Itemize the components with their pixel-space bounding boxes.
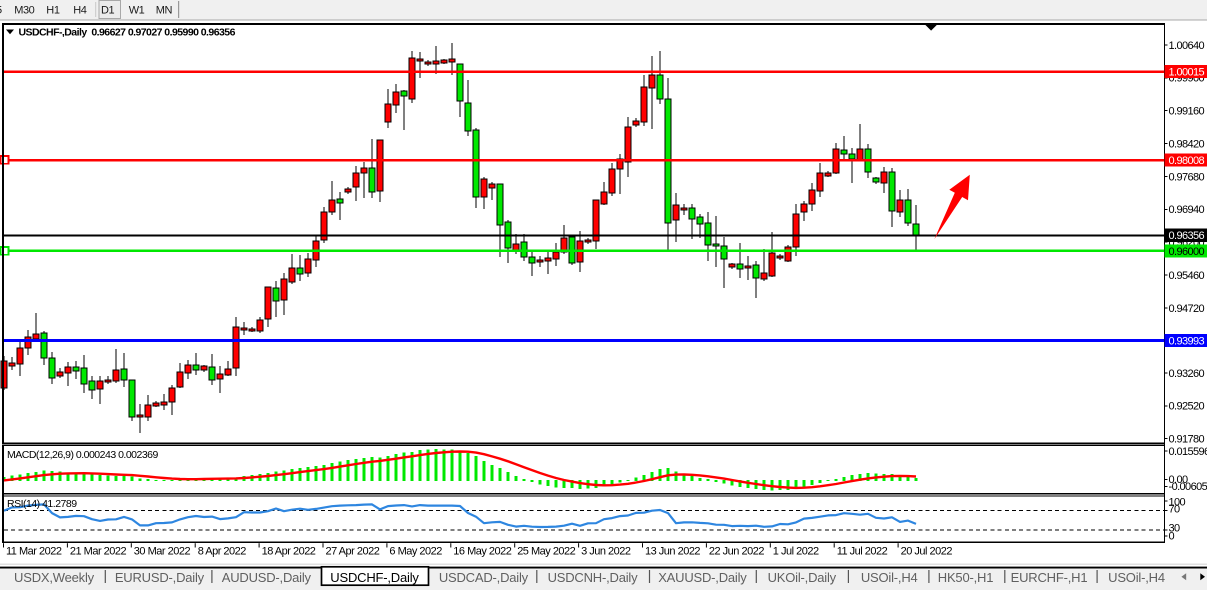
- svg-text:H1: H1: [46, 4, 60, 16]
- svg-text:0.00: 0.00: [1169, 474, 1188, 486]
- svg-text:0.96940: 0.96940: [1169, 204, 1205, 216]
- svg-text:USDCHF-,Daily: USDCHF-,Daily: [330, 570, 419, 585]
- svg-text:USDCAD-,Daily: USDCAD-,Daily: [439, 570, 529, 585]
- svg-text:0.94720: 0.94720: [1169, 303, 1205, 315]
- svg-text:USDCHF-,Daily 0.96627 0.97027: USDCHF-,Daily 0.96627 0.97027 0.95990 0.…: [19, 26, 236, 38]
- svg-text:1 Jul 2022: 1 Jul 2022: [773, 546, 819, 558]
- svg-text:25 May 2022: 25 May 2022: [517, 546, 575, 558]
- svg-text:30 Mar 2022: 30 Mar 2022: [134, 546, 191, 558]
- svg-text:D1: D1: [101, 4, 115, 16]
- svg-text:6 May 2022: 6 May 2022: [389, 546, 442, 558]
- svg-text:0.98420: 0.98420: [1169, 139, 1205, 151]
- svg-text:11 Mar 2022: 11 Mar 2022: [6, 546, 62, 558]
- svg-text:W1: W1: [129, 4, 145, 16]
- svg-text:16 May 2022: 16 May 2022: [453, 546, 511, 558]
- svg-text:0.95460: 0.95460: [1169, 270, 1205, 282]
- svg-text:1.00640: 1.00640: [1169, 40, 1205, 52]
- svg-text:0.98008: 0.98008: [1169, 155, 1205, 167]
- svg-text:18 Apr 2022: 18 Apr 2022: [262, 546, 316, 558]
- svg-text:0.91780: 0.91780: [1169, 434, 1205, 446]
- svg-text:0: 0: [1169, 531, 1175, 543]
- svg-text:H4: H4: [73, 4, 87, 16]
- svg-text:70: 70: [1169, 504, 1181, 516]
- svg-text:1.00015: 1.00015: [1169, 67, 1205, 79]
- svg-text:RSI(14) 41.2789: RSI(14) 41.2789: [7, 498, 77, 510]
- svg-text:USOil-,H4: USOil-,H4: [1108, 570, 1165, 585]
- svg-text:MACD(12,26,9) 0.000243 0.00236: MACD(12,26,9) 0.000243 0.002369: [7, 449, 159, 461]
- svg-text:3 Jun 2022: 3 Jun 2022: [581, 546, 631, 558]
- svg-text:20 Jul 2022: 20 Jul 2022: [901, 546, 953, 558]
- svg-text:0.96000: 0.96000: [1169, 246, 1205, 258]
- svg-text:EURUSD-,Daily: EURUSD-,Daily: [115, 570, 205, 585]
- svg-text:-0.006055: -0.006055: [1169, 481, 1207, 493]
- svg-text:EURCHF-,H1: EURCHF-,H1: [1011, 570, 1088, 585]
- svg-text:USOil-,H4: USOil-,H4: [861, 570, 918, 585]
- svg-text:11 Jul 2022: 11 Jul 2022: [837, 546, 888, 558]
- svg-text:8 Apr 2022: 8 Apr 2022: [198, 546, 247, 558]
- svg-text:0.96356: 0.96356: [1169, 230, 1205, 242]
- svg-text:13 Jun 2022: 13 Jun 2022: [645, 546, 700, 558]
- svg-text:22 Jun 2022: 22 Jun 2022: [709, 546, 764, 558]
- svg-text:0.93993: 0.93993: [1169, 336, 1205, 348]
- svg-text:0.97680: 0.97680: [1169, 171, 1205, 183]
- svg-text:5: 5: [0, 4, 2, 16]
- svg-text:21 Mar 2022: 21 Mar 2022: [70, 546, 127, 558]
- svg-text:HK50-,H1: HK50-,H1: [938, 570, 993, 585]
- svg-text:USDX,Weekly: USDX,Weekly: [14, 570, 95, 585]
- svg-text:27 Apr 2022: 27 Apr 2022: [326, 546, 380, 558]
- svg-text:AUDUSD-,Daily: AUDUSD-,Daily: [222, 570, 312, 585]
- svg-text:XAUUSD-,Daily: XAUUSD-,Daily: [658, 570, 747, 585]
- svg-text:0.99160: 0.99160: [1169, 106, 1205, 118]
- svg-text:M30: M30: [14, 4, 34, 16]
- svg-text:0.015596: 0.015596: [1169, 446, 1207, 458]
- svg-text:30: 30: [1169, 523, 1181, 535]
- svg-text:UKOil-,Daily: UKOil-,Daily: [768, 570, 837, 585]
- svg-text:0.93260: 0.93260: [1169, 368, 1205, 380]
- svg-text:USDCNH-,Daily: USDCNH-,Daily: [548, 570, 639, 585]
- svg-text:100: 100: [1169, 496, 1186, 508]
- svg-text:0.92520: 0.92520: [1169, 401, 1205, 413]
- svg-text:MN: MN: [156, 4, 173, 16]
